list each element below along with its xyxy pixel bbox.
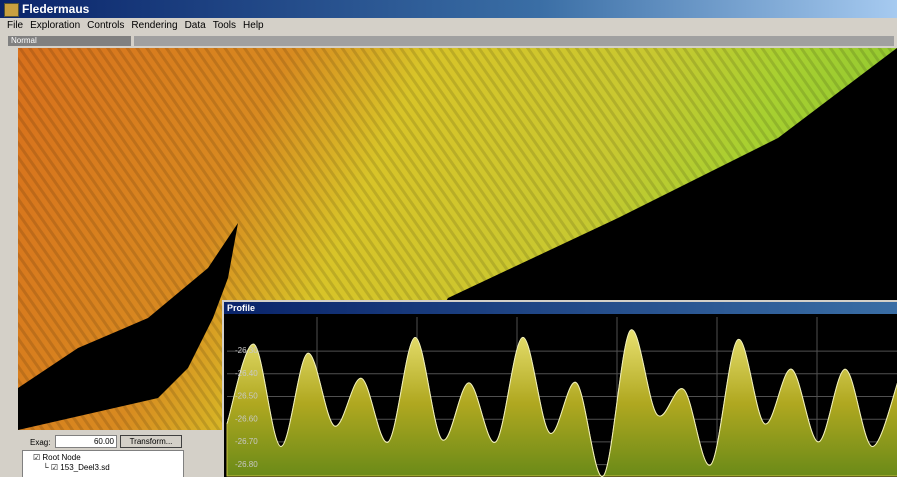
exag-input[interactable]: 60.00 (55, 435, 117, 448)
menu-item[interactable]: File (7, 20, 23, 31)
profile-window: Profile -26.30-26.40-26.50-26.60-26.70-2… (222, 300, 897, 477)
profile-area (227, 330, 897, 477)
side-strip (0, 48, 18, 430)
tree-label: 153_Deel3.sd (60, 463, 109, 472)
y-tick-label: -26.30 (235, 346, 258, 355)
menu-item[interactable]: Help (243, 20, 264, 31)
y-tick-label: -26.60 (235, 414, 258, 423)
window-title: Fledermaus (22, 2, 89, 16)
tree-label: Root Node (42, 453, 80, 462)
app-icon (4, 3, 19, 17)
menu-item[interactable]: Tools (213, 20, 236, 31)
y-tick-label: -26.40 (235, 369, 258, 378)
y-tick-label: -26.80 (235, 460, 258, 469)
scene-tree: ☑ Root Node └ ☑ 153_Deel3.sd (22, 450, 184, 477)
menu-item[interactable]: Rendering (131, 20, 177, 31)
scene-panel: Exag: 60.00 Transform... ☑ Root Node └ ☑… (0, 430, 222, 477)
tree-node[interactable]: ☑ Root Node (33, 453, 183, 462)
y-tick-label: -26.50 (235, 392, 258, 401)
tree-node[interactable]: └ ☑ 153_Deel3.sd (43, 463, 183, 472)
exag-label: Exag: (30, 438, 50, 447)
menu-item[interactable]: Controls (87, 20, 124, 31)
status-field (134, 36, 894, 46)
menu-item[interactable]: Exploration (30, 20, 80, 31)
y-tick-label: -26.70 (235, 437, 258, 446)
mode-field[interactable]: Normal (8, 36, 131, 46)
transform-button[interactable]: Transform... (120, 435, 182, 448)
profile-chart: -26.30 -26.40 -26.50 -26.60 -26.70 -26.80 (224, 314, 897, 477)
app-window: Fledermaus File Exploration Controls Render… (0, 0, 897, 477)
menu-bar: File Exploration Controls Rendering Data Tool… (0, 18, 897, 33)
menu-item[interactable]: Data (185, 20, 206, 31)
title-bar: Fledermaus (0, 0, 897, 18)
profile-title: Profile (224, 302, 897, 314)
